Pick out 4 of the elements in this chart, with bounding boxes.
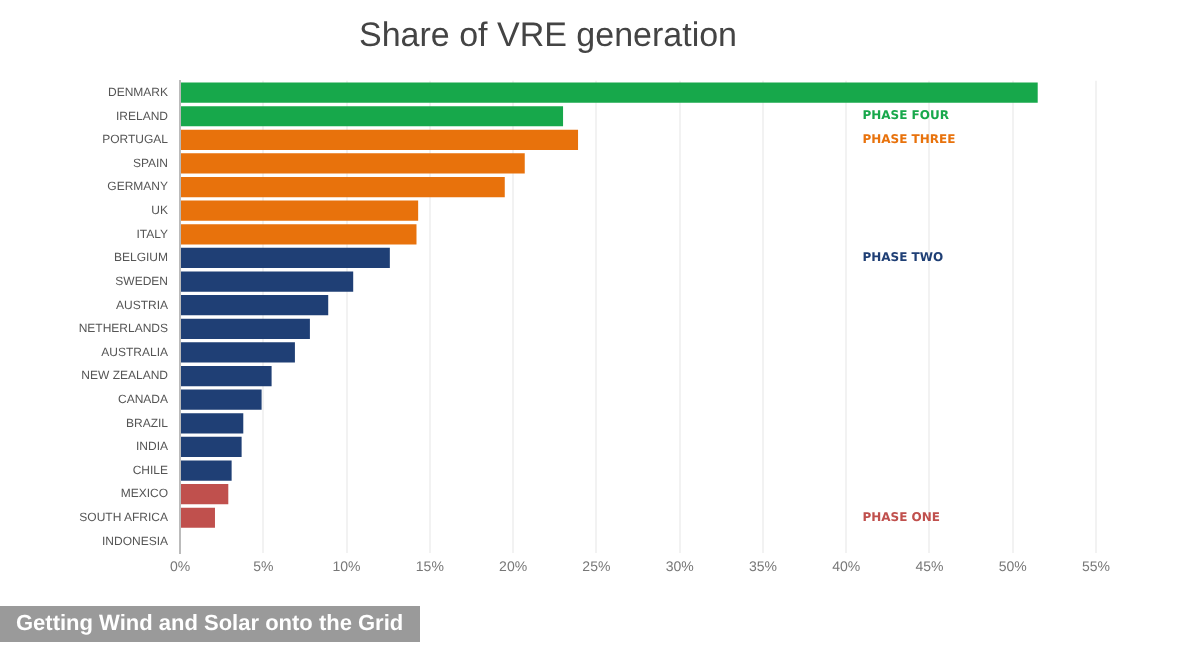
bar (181, 507, 215, 528)
bar (181, 484, 229, 505)
text: Getting Wind and Solar onto the Grid (0, 606, 420, 642)
chart-title: Share of VRE generation (358, 15, 738, 54)
